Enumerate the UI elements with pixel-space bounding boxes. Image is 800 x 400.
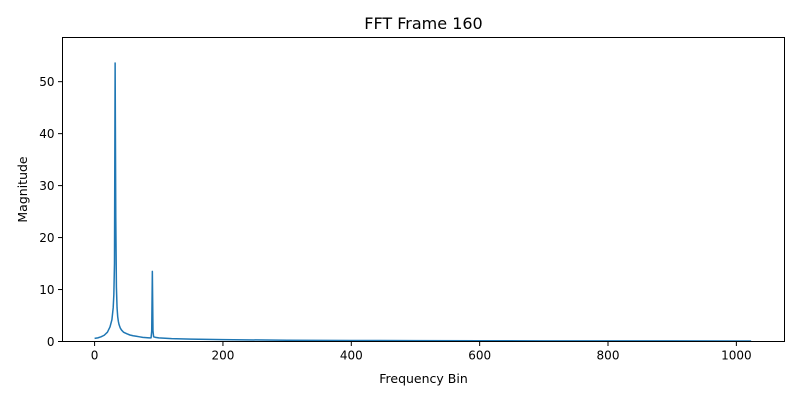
x-tick-label: 200: [211, 349, 234, 363]
y-tick-label: 0: [47, 335, 55, 349]
y-tick-label: 20: [39, 231, 54, 245]
y-tick-label: 10: [39, 283, 54, 297]
x-tick-label: 0: [91, 349, 99, 363]
x-tick-label: 1000: [721, 349, 752, 363]
x-axis-ticks: 0 200 400 600 800 1000: [91, 341, 752, 363]
y-tick-label: 40: [39, 127, 54, 141]
x-axis-label: Frequency Bin: [379, 371, 468, 386]
x-tick-label: 600: [468, 349, 491, 363]
plot-frame: [62, 37, 785, 342]
y-tick-label: 30: [39, 179, 54, 193]
y-axis-label: Magnitude: [15, 156, 30, 223]
plot-area: [94, 62, 752, 342]
series-line: [94, 62, 752, 342]
chart-title: FFT Frame 160: [364, 14, 482, 33]
y-axis-ticks: 0 10 20 30 40 50: [39, 75, 63, 349]
x-tick-label: 400: [340, 349, 363, 363]
x-tick-label: 800: [597, 349, 620, 363]
y-tick-label: 50: [39, 75, 54, 89]
